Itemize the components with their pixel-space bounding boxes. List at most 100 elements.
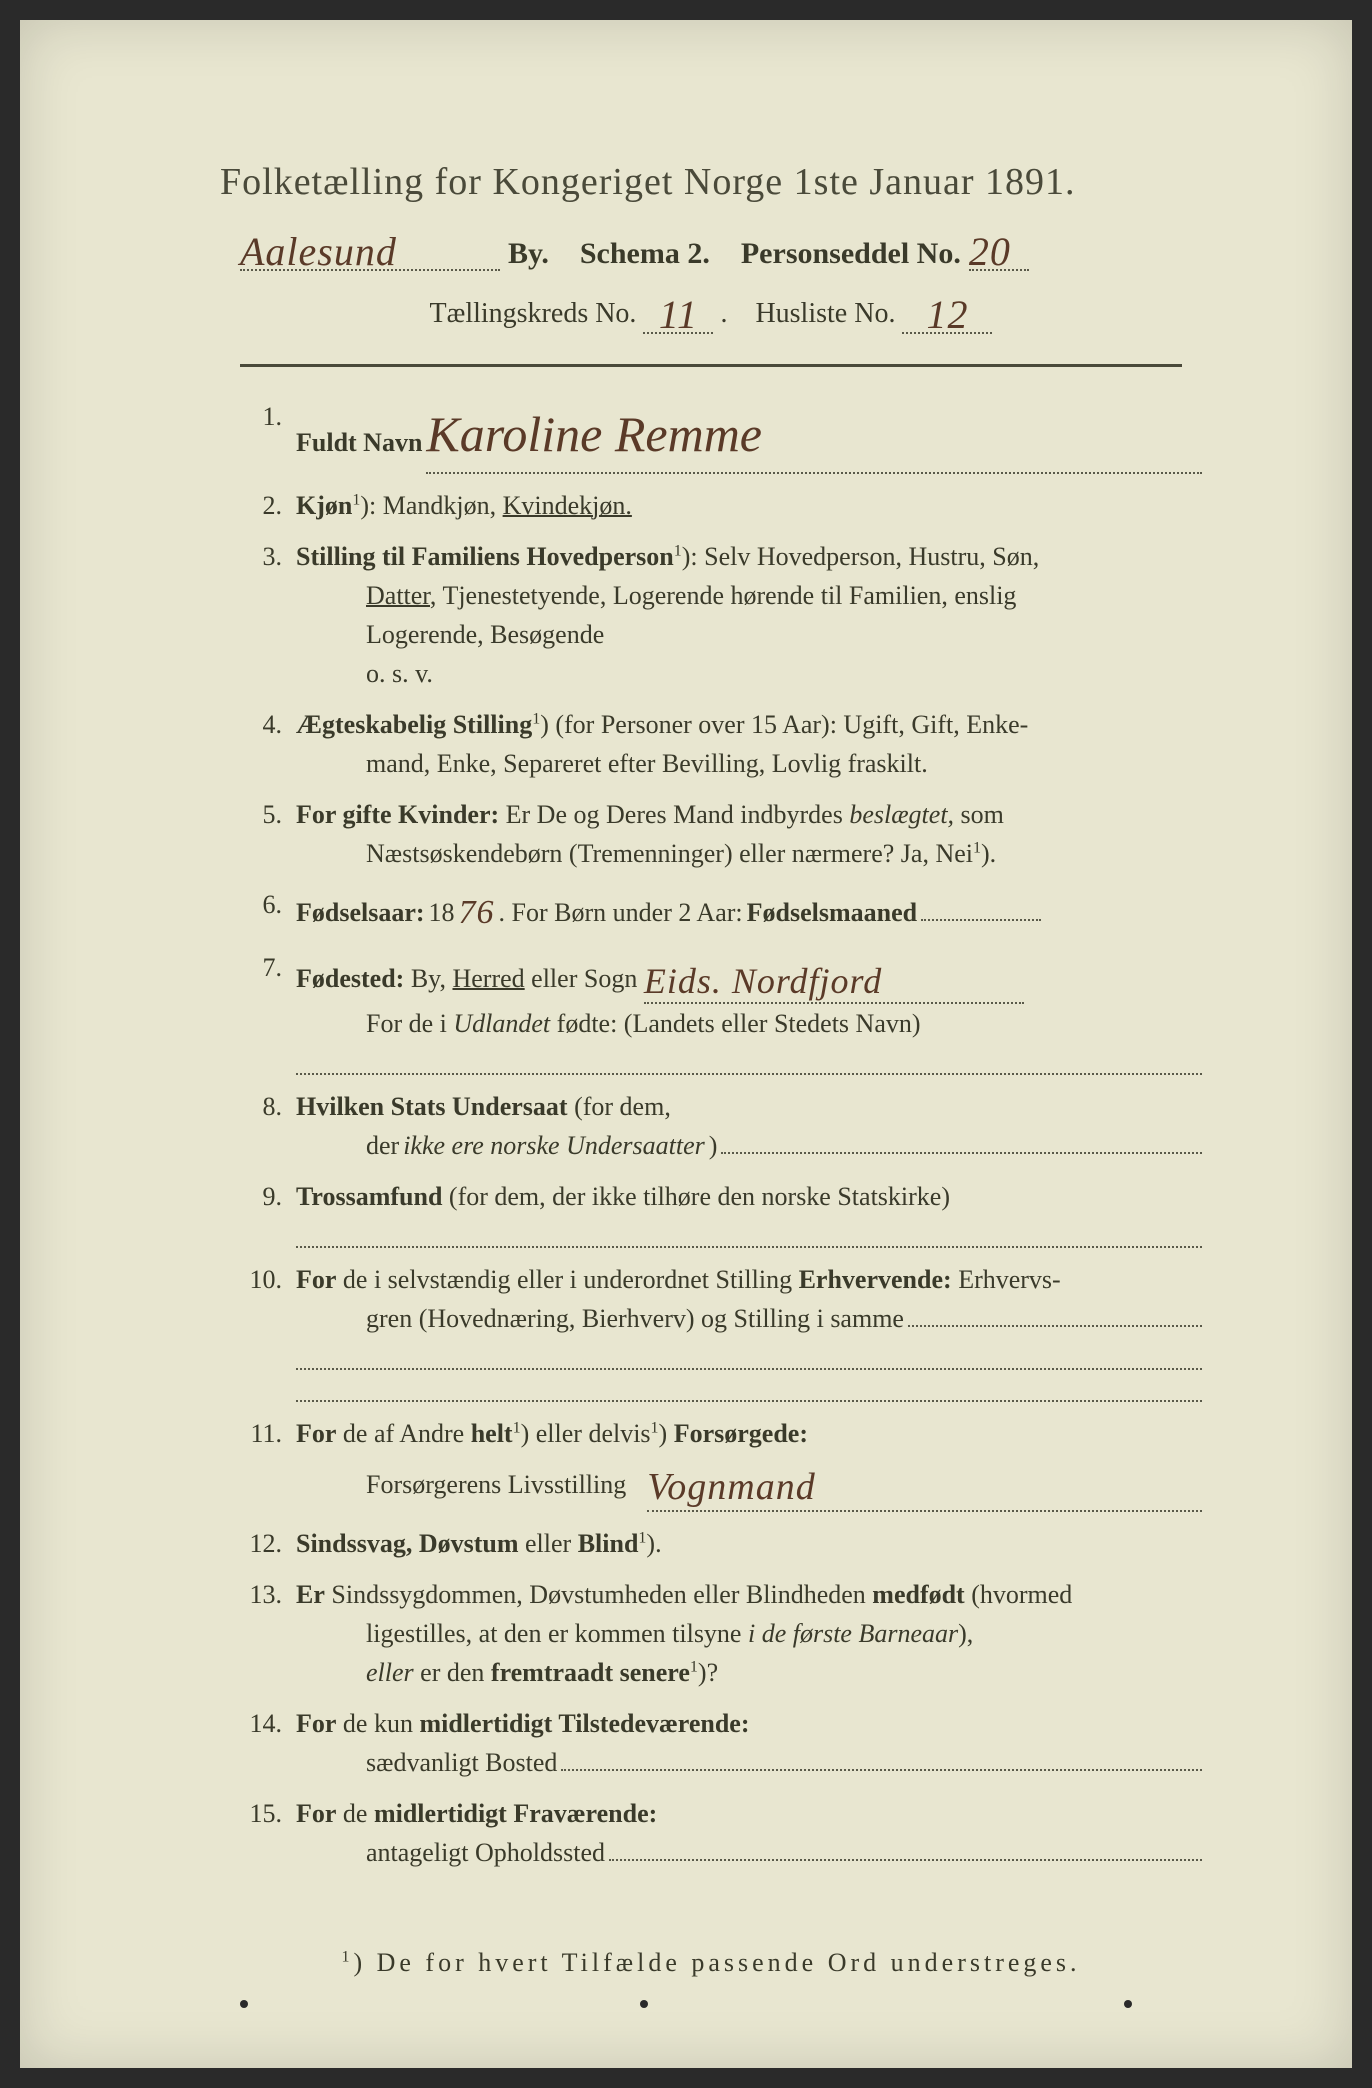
row-num: 2. <box>240 486 296 525</box>
row-1: 1. Fuldt Navn Karoline Remme <box>240 397 1202 474</box>
field-text: Næstsøskendebørn (Tremenninger) eller næ… <box>366 839 973 868</box>
field-text: mand, Enke, Separeret efter Bevilling, L… <box>296 744 1202 783</box>
field-text: de <box>336 1799 374 1828</box>
field-label: Blind <box>578 1529 639 1558</box>
field-label: midlertidigt Tilstedeværende: <box>419 1709 749 1738</box>
binding-dot <box>640 2000 648 2008</box>
footnote-text: ) De for hvert Tilfælde passende Ord und… <box>353 1948 1080 1977</box>
field-text: eller <box>519 1529 578 1558</box>
provider-field: Vognmand <box>647 1453 1202 1512</box>
field-text: ligestilles, at den er kommen tilsyne <box>366 1619 748 1648</box>
field-text: Logerende, Besøgende <box>296 615 1202 654</box>
taellingskreds-label: Tællingskreds No. <box>430 298 637 329</box>
field-text: som <box>954 800 1004 829</box>
field-text: gren (Hovednæring, Bierhverv) og Stillin… <box>366 1299 904 1338</box>
row-12: 12. Sindssvag, Døvstum eller Blind1). <box>240 1524 1202 1563</box>
dotted-blank <box>609 1859 1202 1861</box>
italic-text: eller <box>366 1658 414 1687</box>
row-8: 8. Hvilken Stats Undersaat (for dem, der… <box>240 1087 1202 1165</box>
field-text: der <box>366 1126 399 1165</box>
taellingskreds-field: 11 <box>643 285 713 334</box>
field-text: de af Andre <box>336 1419 470 1448</box>
field-label: Ægteskabelig Stilling <box>296 710 532 739</box>
header-row-1: Aalesund By. Schema 2. Personseddel No. … <box>220 222 1202 271</box>
underlined-value: Datter, <box>366 581 436 610</box>
field-text: ): Mandkjøn, <box>360 491 502 520</box>
field-label: For <box>296 1265 336 1294</box>
field-label: Sindssvag, Døvstum <box>296 1529 519 1558</box>
dotted-blank <box>296 1376 1202 1402</box>
field-text: Forsørgerens Livsstilling <box>366 1465 626 1504</box>
form-body: 1. Fuldt Navn Karoline Remme 2. Kjøn1): … <box>220 397 1202 1872</box>
field-text: Er De og Deres Mand indbyrdes <box>499 800 849 829</box>
schema-label: Schema 2. <box>580 237 710 271</box>
field-text: For de i <box>366 1009 453 1038</box>
personseddel-no: 20 <box>969 229 1011 274</box>
dotted-blank <box>721 1152 1202 1154</box>
field-label: midlertidigt Fraværende: <box>374 1799 657 1828</box>
field-text: Sindssygdommen, Døvstumheden eller Blind… <box>325 1580 872 1609</box>
row-num: 5. <box>240 795 296 834</box>
row-14: 14. For de kun midlertidigt Tilstedevære… <box>240 1704 1202 1782</box>
birthplace-handwriting: Eids. Nordfjord <box>644 961 882 1001</box>
field-text: eller Sogn <box>525 964 638 993</box>
sup: 1 <box>532 710 540 727</box>
month-field <box>921 919 1041 921</box>
field-text: sædvanligt Bosted <box>366 1743 557 1782</box>
field-label: Trossamfund <box>296 1182 442 1211</box>
field-text: ) <box>659 1419 674 1448</box>
field-text: ) (for Personer over 15 Aar): Ugift, Gif… <box>540 710 1028 739</box>
row-num: 9. <box>240 1177 296 1216</box>
row-4: 4. Ægteskabelig Stilling1) (for Personer… <box>240 705 1202 783</box>
field-label: Fødselsaar: <box>296 893 425 932</box>
field-label: fremtraadt senere <box>491 1658 690 1687</box>
field-text: ), <box>958 1619 973 1648</box>
row-2: 2. Kjøn1): Mandkjøn, Kvindekjøn. <box>240 486 1202 525</box>
row-5: 5. For gifte Kvinder: Er De og Deres Man… <box>240 795 1202 873</box>
dotted-blank <box>296 1222 1202 1248</box>
dotted-blank <box>908 1325 1202 1327</box>
name-handwriting: Karoline Remme <box>426 406 762 462</box>
field-text: . For Børn under 2 Aar: <box>499 893 743 932</box>
field-label: Hvilken Stats Undersaat <box>296 1092 568 1121</box>
sup: 1 <box>690 1658 698 1675</box>
sup: 1 <box>674 542 682 559</box>
row-13: 13. Er Sindssygdommen, Døvstumheden elle… <box>240 1575 1202 1692</box>
field-label: Fødselsmaaned <box>747 893 917 932</box>
footnote: 1) De for hvert Tilfælde passende Ord un… <box>220 1948 1202 1978</box>
personseddel-no-field: 20 <box>969 222 1029 271</box>
field-text: ) eller delvis <box>521 1419 651 1448</box>
form-header: Folketælling for Kongeriget Norge 1ste J… <box>220 160 1202 334</box>
row-num: 10. <box>240 1260 296 1299</box>
field-label: Er <box>296 1580 325 1609</box>
city-field: Aalesund <box>240 222 500 271</box>
binding-dot <box>240 2000 248 2008</box>
binding-dot <box>1124 2000 1132 2008</box>
field-text: ): Selv Hovedperson, Hustru, Søn, <box>682 542 1039 571</box>
field-text: (for dem, der ikke tilhøre den norske St… <box>442 1182 950 1211</box>
field-text: )? <box>698 1658 718 1687</box>
field-text: ) <box>709 1126 718 1165</box>
field-label: Kjøn <box>296 491 352 520</box>
field-text: (for dem, <box>568 1092 671 1121</box>
field-label: Fuldt Navn <box>296 423 422 462</box>
field-text: o. s. v. <box>296 654 1202 693</box>
sup: 1 <box>513 1419 521 1436</box>
field-label: medfødt <box>872 1580 964 1609</box>
sup: 1 <box>341 1948 353 1965</box>
field-text: Erhvervs- <box>952 1265 1061 1294</box>
row-7: 7. Fødested: By, Herred eller Sogn Eids.… <box>240 948 1202 1075</box>
row-6: 6. Fødselsaar: 1876. For Børn under 2 Aa… <box>240 885 1202 936</box>
underlined-value: Herred <box>452 964 524 993</box>
row-num: 3. <box>240 537 296 576</box>
sup: 1 <box>973 839 981 856</box>
husliste-no: 12 <box>926 292 968 337</box>
field-text: By, <box>404 964 452 993</box>
row-num: 12. <box>240 1524 296 1563</box>
row-9: 9. Trossamfund (for dem, der ikke tilhør… <box>240 1177 1202 1248</box>
row-num: 15. <box>240 1794 296 1833</box>
row-15: 15. For de midlertidigt Fraværende: anta… <box>240 1794 1202 1872</box>
italic-text: Udlandet <box>453 1009 550 1038</box>
sup: 1 <box>651 1419 659 1436</box>
underlined-value: Kvindekjøn. <box>503 491 632 520</box>
